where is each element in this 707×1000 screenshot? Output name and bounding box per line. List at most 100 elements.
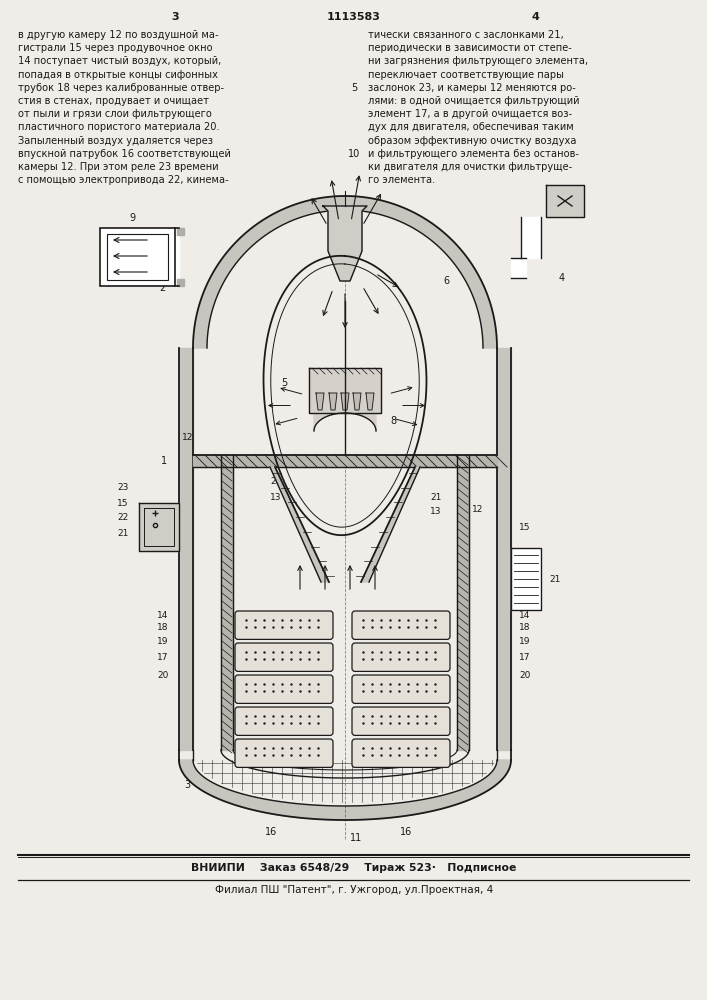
Text: 16: 16 bbox=[265, 827, 277, 837]
Polygon shape bbox=[329, 393, 337, 410]
FancyBboxPatch shape bbox=[352, 739, 450, 767]
Text: трубок 18 через калиброванные отвер-: трубок 18 через калиброванные отвер- bbox=[18, 83, 224, 93]
Text: 4: 4 bbox=[531, 12, 539, 22]
Polygon shape bbox=[175, 228, 179, 286]
Text: 1113583: 1113583 bbox=[327, 12, 381, 22]
FancyBboxPatch shape bbox=[352, 611, 450, 639]
Text: 9: 9 bbox=[129, 213, 136, 223]
Text: гистрали 15 через продувочное окно: гистрали 15 через продувочное окно bbox=[18, 43, 213, 53]
Text: ВНИИПИ    Заказ 6548/29    Тираж 523·   Подписное: ВНИИПИ Заказ 6548/29 Тираж 523· Подписно… bbox=[192, 863, 517, 873]
Text: 15: 15 bbox=[161, 524, 173, 532]
Text: 20: 20 bbox=[519, 670, 530, 680]
Polygon shape bbox=[323, 206, 367, 281]
Polygon shape bbox=[193, 455, 497, 467]
Polygon shape bbox=[457, 467, 469, 750]
Polygon shape bbox=[521, 217, 541, 258]
Text: Филиал ПШ "Патент", г. Ужгород, ул.Проектная, 4: Филиал ПШ "Патент", г. Ужгород, ул.Проек… bbox=[215, 885, 493, 895]
Polygon shape bbox=[341, 393, 349, 410]
Text: 4: 4 bbox=[559, 273, 565, 283]
Text: 5: 5 bbox=[351, 83, 357, 93]
Text: 7: 7 bbox=[375, 370, 381, 380]
Text: 13: 13 bbox=[270, 492, 281, 502]
Text: 23: 23 bbox=[117, 484, 129, 492]
Polygon shape bbox=[366, 393, 374, 410]
Text: 2: 2 bbox=[159, 283, 165, 293]
Text: 20: 20 bbox=[157, 670, 168, 680]
Polygon shape bbox=[511, 258, 526, 278]
Text: 8: 8 bbox=[390, 416, 396, 426]
Text: 3: 3 bbox=[171, 12, 179, 22]
Text: периодически в зависимости от степе-: периодически в зависимости от степе- bbox=[368, 43, 572, 53]
Polygon shape bbox=[193, 196, 497, 348]
Text: 15: 15 bbox=[117, 498, 129, 508]
Text: 1: 1 bbox=[161, 456, 167, 466]
Polygon shape bbox=[270, 467, 329, 582]
Text: 21: 21 bbox=[549, 574, 561, 584]
Bar bbox=[100, 228, 175, 286]
Polygon shape bbox=[511, 548, 541, 610]
Text: 16: 16 bbox=[400, 827, 412, 837]
Text: камеры 12. При этом реле 23 времени: камеры 12. При этом реле 23 времени bbox=[18, 162, 218, 172]
Text: 19: 19 bbox=[157, 637, 168, 646]
Text: 21: 21 bbox=[270, 478, 281, 487]
FancyBboxPatch shape bbox=[235, 739, 333, 767]
FancyBboxPatch shape bbox=[235, 643, 333, 671]
Text: го элемента.: го элемента. bbox=[368, 175, 436, 185]
Text: 12: 12 bbox=[182, 432, 194, 442]
Polygon shape bbox=[221, 467, 233, 750]
FancyBboxPatch shape bbox=[235, 707, 333, 735]
Text: 17: 17 bbox=[157, 652, 168, 662]
Polygon shape bbox=[546, 185, 584, 217]
Polygon shape bbox=[309, 368, 381, 413]
Text: попадая в открытые концы сифонных: попадая в открытые концы сифонных bbox=[18, 70, 218, 80]
Text: стия в стенах, продувает и очищает: стия в стенах, продувает и очищает bbox=[18, 96, 209, 106]
Text: 6: 6 bbox=[443, 276, 449, 286]
Text: пластичного пористого материала 20.: пластичного пористого материала 20. bbox=[18, 122, 220, 132]
Text: 10: 10 bbox=[350, 221, 362, 231]
Text: 18: 18 bbox=[157, 624, 168, 633]
Polygon shape bbox=[179, 348, 193, 750]
Text: 3: 3 bbox=[184, 780, 190, 790]
Text: 14 поступает чистый воздух, который,: 14 поступает чистый воздух, который, bbox=[18, 56, 221, 66]
Text: дух для двигателя, обеспечивая таким: дух для двигателя, обеспечивая таким bbox=[368, 122, 574, 132]
Polygon shape bbox=[353, 393, 361, 410]
Text: впускной патрубок 16 соответствующей: впускной патрубок 16 соответствующей bbox=[18, 149, 231, 159]
Text: 11: 11 bbox=[350, 833, 362, 843]
Text: ки двигателя для очистки фильтруще-: ки двигателя для очистки фильтруще- bbox=[368, 162, 572, 172]
Text: в другую камеру 12 по воздушной ма-: в другую камеру 12 по воздушной ма- bbox=[18, 30, 218, 40]
Text: 14: 14 bbox=[519, 610, 530, 619]
Bar bbox=[107, 234, 168, 280]
FancyBboxPatch shape bbox=[235, 611, 333, 639]
Polygon shape bbox=[497, 348, 511, 750]
Text: тически связанного с заслонками 21,: тически связанного с заслонками 21, bbox=[368, 30, 563, 40]
FancyBboxPatch shape bbox=[352, 707, 450, 735]
Text: ни загрязнения фильтрующего элемента,: ни загрязнения фильтрующего элемента, bbox=[368, 56, 588, 66]
Text: 12: 12 bbox=[472, 506, 484, 514]
Text: 10: 10 bbox=[348, 149, 360, 159]
Text: 21: 21 bbox=[430, 492, 441, 502]
Text: от пыли и грязи слои фильтрующего: от пыли и грязи слои фильтрующего bbox=[18, 109, 212, 119]
Polygon shape bbox=[177, 279, 184, 286]
Text: и фильтрующего элемента без останов-: и фильтрующего элемента без останов- bbox=[368, 149, 579, 159]
Text: элемент 17, а в другой очищается воз-: элемент 17, а в другой очищается воз- bbox=[368, 109, 572, 119]
Text: 18: 18 bbox=[519, 624, 530, 633]
Text: 19: 19 bbox=[519, 637, 530, 646]
FancyBboxPatch shape bbox=[352, 643, 450, 671]
Polygon shape bbox=[314, 413, 376, 431]
Polygon shape bbox=[316, 393, 324, 410]
Text: 5: 5 bbox=[281, 378, 287, 388]
Text: 22: 22 bbox=[117, 514, 128, 522]
Polygon shape bbox=[139, 503, 179, 551]
FancyBboxPatch shape bbox=[235, 675, 333, 703]
Polygon shape bbox=[179, 760, 511, 820]
Text: 13: 13 bbox=[430, 508, 441, 516]
Text: 15: 15 bbox=[519, 524, 530, 532]
FancyBboxPatch shape bbox=[352, 675, 450, 703]
Text: заслонок 23, и камеры 12 меняются ро-: заслонок 23, и камеры 12 меняются ро- bbox=[368, 83, 576, 93]
Text: 17: 17 bbox=[519, 652, 530, 662]
Text: переключает соответствующие пары: переключает соответствующие пары bbox=[368, 70, 564, 80]
Text: 14: 14 bbox=[157, 610, 168, 619]
Polygon shape bbox=[361, 467, 420, 582]
Text: образом эффективную очистку воздуха: образом эффективную очистку воздуха bbox=[368, 136, 576, 146]
Text: 21: 21 bbox=[117, 528, 129, 538]
